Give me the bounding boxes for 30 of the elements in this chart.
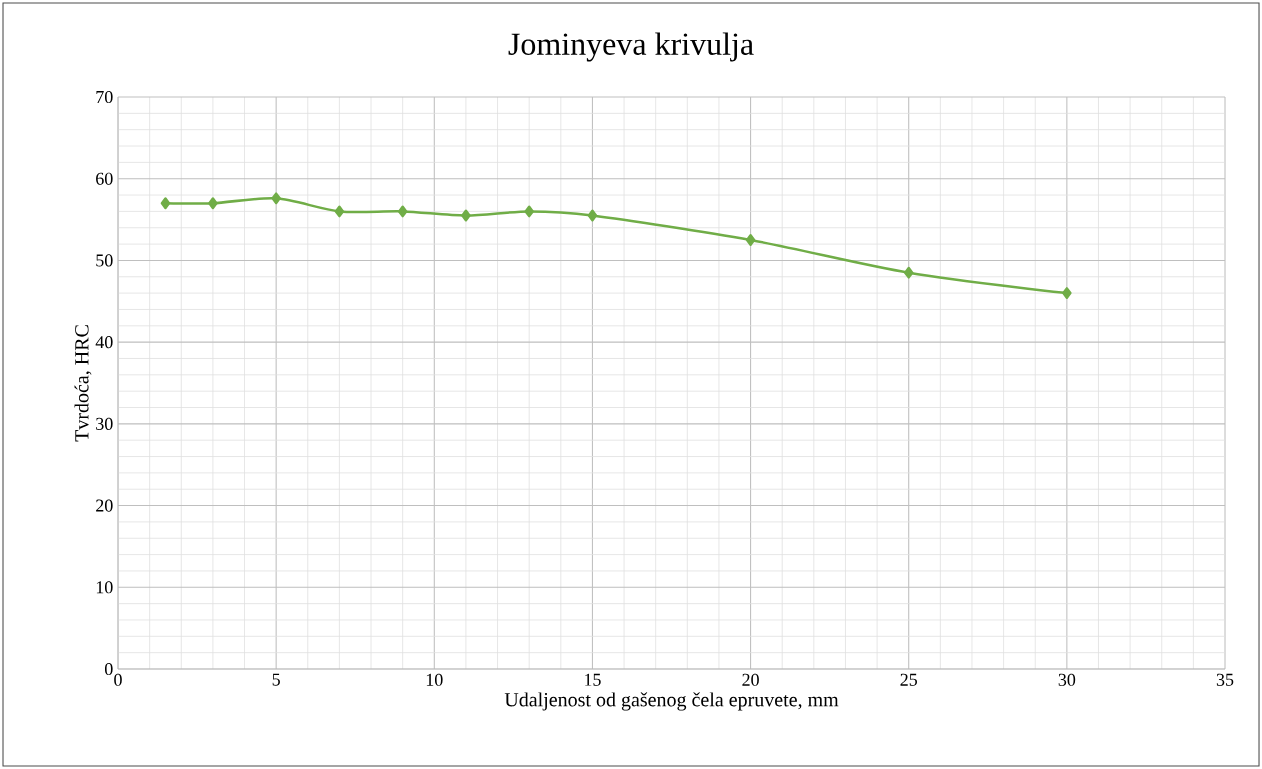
y-tick-label: 20	[96, 499, 113, 512]
point	[1062, 287, 1072, 300]
point	[461, 209, 471, 222]
y-tick-label: 70	[96, 90, 113, 104]
point	[903, 266, 914, 279]
y-tick-label: 50	[96, 254, 113, 267]
y-axis-title: Tvrdoća, HRC	[74, 325, 92, 442]
y-tick-label: 60	[96, 172, 113, 185]
y-tick-label: 10	[96, 581, 113, 594]
x-tick-label: 10	[426, 673, 443, 686]
point	[160, 197, 171, 210]
point	[587, 209, 598, 222]
y-tick-label: 30	[96, 417, 113, 430]
chart-title: Jominyeva krivulja	[508, 32, 754, 62]
x-tick-label: 0	[114, 673, 122, 686]
x-tick-label: 25	[900, 673, 918, 686]
point	[271, 192, 281, 205]
x-axis-title: Udaljenost od gašenog čela epruvete, mm	[504, 692, 839, 711]
y-tick-label: 0	[104, 662, 113, 676]
point	[208, 197, 218, 210]
x-tick-label: 30	[1058, 673, 1076, 686]
x-tick-label: 15	[585, 673, 601, 686]
point	[745, 234, 756, 246]
x-tick-label: 20	[742, 673, 759, 686]
point	[397, 205, 408, 218]
point	[334, 205, 345, 218]
x-tick-label: 35	[1216, 673, 1234, 686]
x-tick-label: 5	[272, 673, 280, 686]
y-tick-label: 40	[95, 336, 113, 349]
point	[524, 205, 534, 218]
